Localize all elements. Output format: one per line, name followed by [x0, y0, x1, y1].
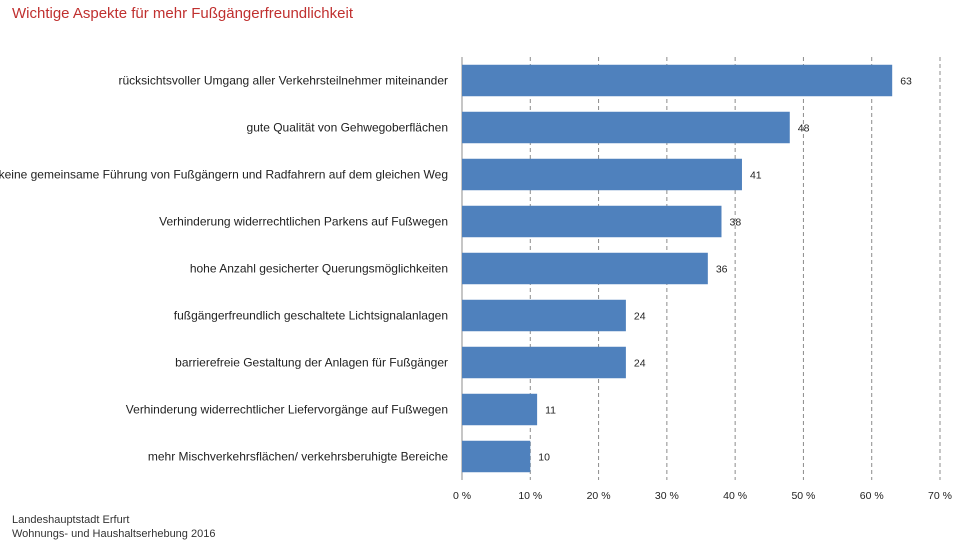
bar	[462, 252, 708, 285]
category-label: Verhinderung widerrechtlicher Liefervorg…	[126, 403, 448, 417]
bar	[462, 346, 626, 379]
chart-title: Wichtige Aspekte für mehr Fußgängerfreun…	[12, 5, 353, 22]
bar	[462, 111, 790, 144]
value-label: 10	[538, 452, 550, 464]
bar	[462, 64, 893, 97]
x-tick-label: 60 %	[860, 490, 884, 502]
bar	[462, 205, 722, 238]
category-label: fußgängerfreundlich geschaltete Lichtsig…	[174, 309, 448, 323]
source-line-survey: Wohnungs- und Haushaltserhebung 2016	[12, 528, 216, 540]
bar	[462, 440, 531, 473]
value-label: 41	[750, 170, 762, 182]
source-line-organization: Landeshauptstadt Erfurt	[12, 514, 130, 526]
category-label: barrierefreie Gestaltung der Anlagen für…	[175, 356, 448, 370]
x-tick-label: 10 %	[518, 490, 542, 502]
x-tick-label: 50 %	[791, 490, 815, 502]
category-label: Verhinderung widerrechtlichen Parkens au…	[159, 215, 448, 229]
value-label: 38	[729, 217, 741, 229]
x-tick-label: 30 %	[655, 490, 679, 502]
bar	[462, 299, 626, 332]
category-label: mehr Mischverkehrsflächen/ verkehrsberuh…	[148, 450, 448, 464]
value-label: 63	[900, 76, 912, 88]
category-label: rücksichtsvoller Umgang aller Verkehrste…	[119, 74, 448, 88]
value-label: 24	[634, 358, 646, 370]
x-tick-label: 20 %	[587, 490, 611, 502]
value-label: 36	[716, 264, 728, 276]
x-tick-label: 70 %	[928, 490, 952, 502]
x-tick-label: 0 %	[453, 490, 471, 502]
bar	[462, 158, 742, 191]
x-tick-label: 40 %	[723, 490, 747, 502]
source-note: Landeshauptstadt Erfurt Wohnungs- und Ha…	[12, 513, 215, 541]
value-label: 48	[798, 123, 810, 135]
category-label: hohe Anzahl gesicherter Querungsmöglichk…	[190, 262, 448, 276]
category-label: keine gemeinsame Führung von Fußgängern …	[0, 168, 448, 182]
bar	[462, 393, 538, 426]
category-label: gute Qualität von Gehwegoberflächen	[247, 121, 448, 135]
value-label: 24	[634, 311, 646, 323]
value-label: 11	[545, 405, 556, 417]
